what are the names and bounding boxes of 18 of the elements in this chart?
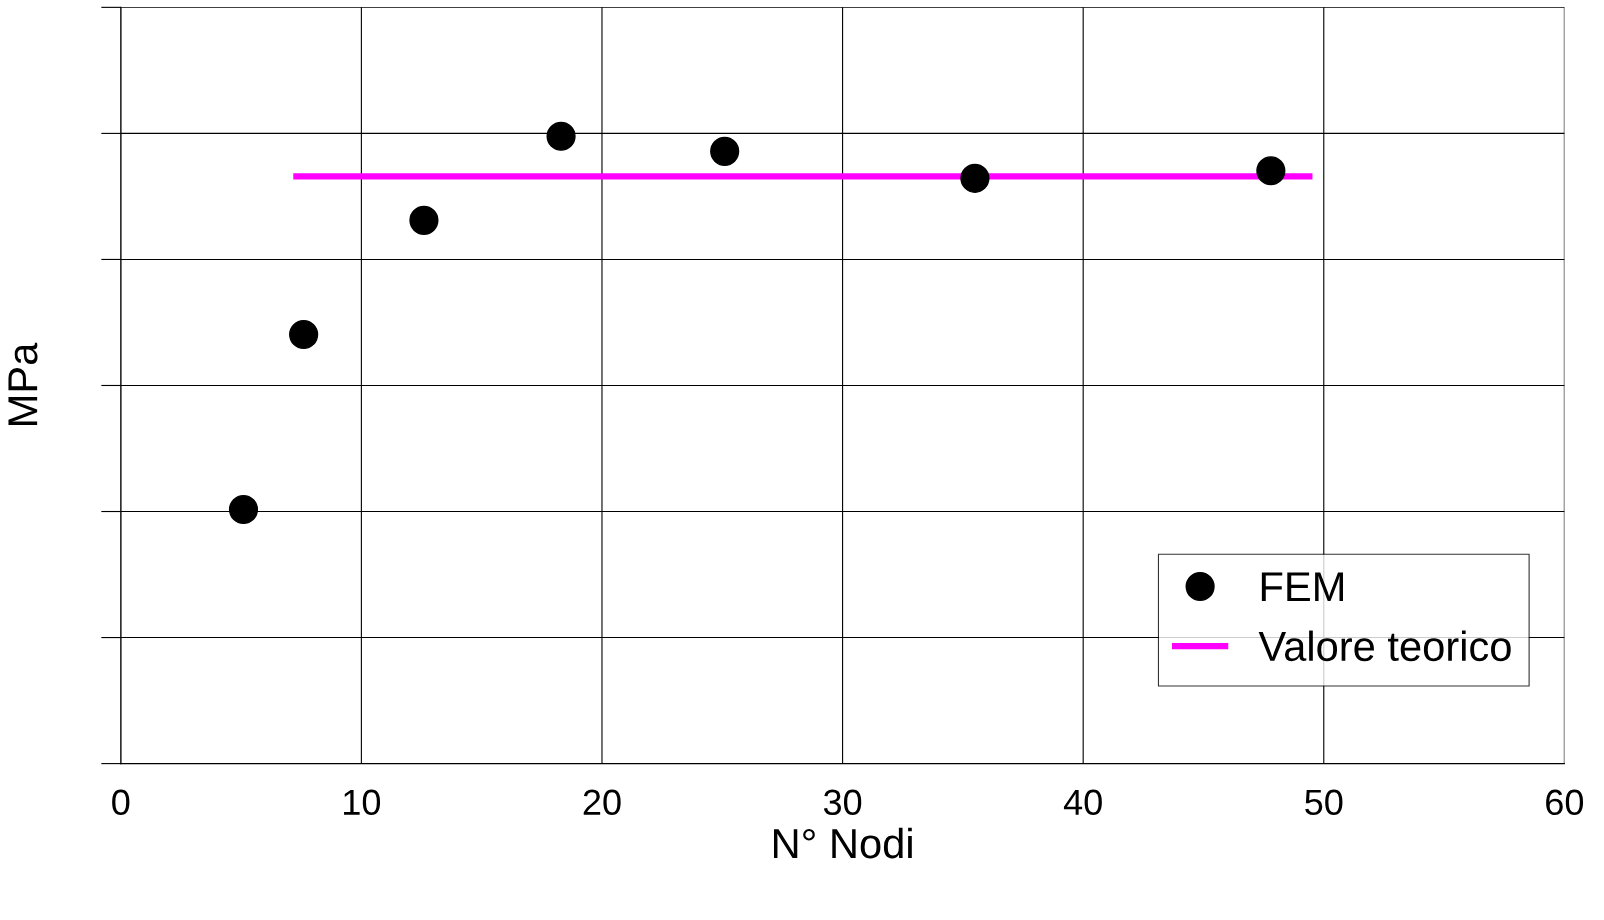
x-tick-label: 10 bbox=[344, 789, 381, 816]
x-tick-label: 50 bbox=[1305, 789, 1343, 816]
legend-label: FEM bbox=[1261, 572, 1343, 602]
y-axis-title: MPa bbox=[8, 342, 38, 425]
x-tick-label: 30 bbox=[823, 789, 862, 816]
point bbox=[409, 205, 439, 235]
point bbox=[1256, 156, 1286, 186]
point bbox=[546, 121, 576, 151]
x-tick-label: 60 bbox=[1546, 789, 1584, 816]
x-tick-label: 40 bbox=[1063, 789, 1102, 816]
x-tick-label: 0 bbox=[112, 789, 130, 816]
point bbox=[228, 494, 259, 525]
point bbox=[960, 163, 990, 193]
legend-label: Valore teorico bbox=[1258, 630, 1511, 662]
x-tick-label: 20 bbox=[583, 789, 621, 816]
x-axis-title: N° Nodi bbox=[773, 827, 912, 859]
point bbox=[289, 319, 319, 350]
point bbox=[710, 136, 740, 166]
